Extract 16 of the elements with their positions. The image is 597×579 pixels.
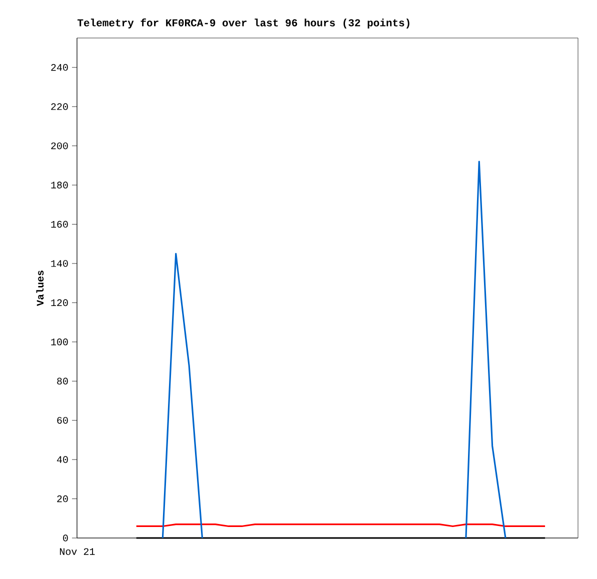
chart-title: Telemetry for KF0RCA-9 over last 96 hours (32 points)	[78, 18, 410, 28]
y-tick-label: 40	[56, 456, 68, 463]
y-tick-label: 140	[51, 260, 68, 267]
text: Nov 21	[60, 548, 95, 555]
y-tick-label: 120	[51, 299, 68, 306]
y-tick-label: 100	[51, 338, 68, 346]
y-tick-label: 160	[51, 220, 68, 228]
y-tick-label: 180	[51, 182, 68, 188]
y-tick-label: 220	[51, 103, 68, 110]
y-tick-label: 60	[57, 416, 68, 424]
y-axis-title: Values	[36, 270, 44, 306]
y-tick-label: 200	[51, 142, 68, 150]
y-tick-label: 0	[63, 534, 68, 542]
y-tick-label: 240	[51, 64, 68, 71]
y-tick-label: 20	[57, 495, 68, 502]
y-tick-label: 80	[57, 378, 68, 385]
